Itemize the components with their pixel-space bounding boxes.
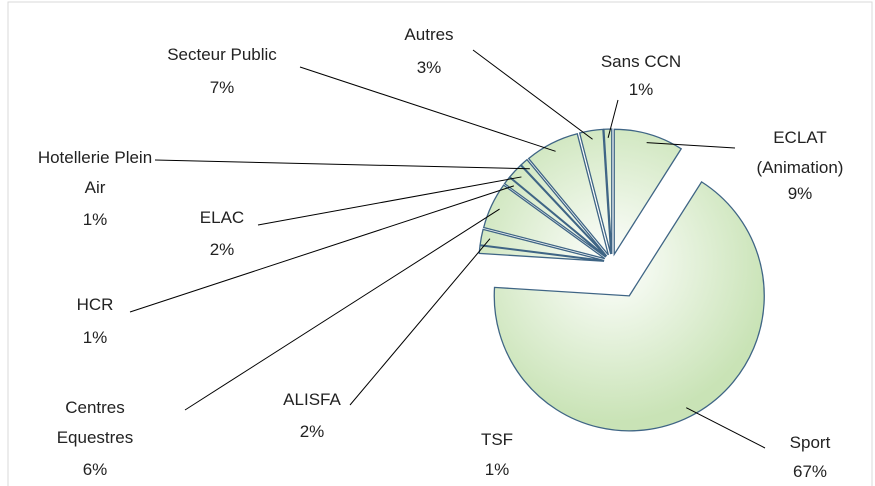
pie-slice [482,184,606,260]
leader-line [257,176,522,226]
slice-label: TSF [480,430,514,449]
slice-label: HCR [76,295,114,314]
slice-value-label: 67% [792,462,828,481]
pie-slice [479,228,605,262]
pie-slice [493,180,765,432]
slice-value-label: 1% [82,210,108,229]
slice-value-label: 2% [209,240,235,259]
slice-label: ALISFA [283,390,341,409]
pie-slice [603,128,613,255]
pie-slice [578,128,612,255]
leader-line [129,185,514,313]
pie-slice [527,133,609,256]
pie-slice [613,128,683,257]
pie-slice [520,158,608,257]
leader-line [646,142,736,149]
slice-label: ELAC [199,208,245,227]
slice-label: Secteur Public [167,45,277,64]
leader-line [607,99,619,138]
leader-line [154,159,530,170]
slice-label: Sport [789,433,831,452]
slice-label: Centres Equestres [56,398,134,447]
leader-line [349,238,491,406]
slice-value-label: 6% [82,460,108,479]
pie-slice [478,244,605,262]
slice-value-label: 9% [787,184,813,203]
slice-value-label: 1% [82,328,108,347]
pie-slice [503,176,607,258]
slice-value-label: 3% [416,58,442,77]
leader-line [184,208,500,411]
leader-line [299,66,556,152]
slice-value-label: 2% [299,422,325,441]
slice-label: Hotellerie Plein Air [37,148,153,197]
leader-line [686,407,766,449]
slice-value-label: 1% [628,80,654,99]
slice-value-label: 1% [484,460,510,479]
pie-slice [508,164,607,258]
chart-frame [7,1,873,486]
slice-label: Autres [404,25,454,44]
slice-value-label: 7% [209,78,235,97]
slice-label: Sans CCN [600,52,682,71]
slice-label: ECLAT (Animation) [756,128,844,177]
leader-line [472,49,593,140]
